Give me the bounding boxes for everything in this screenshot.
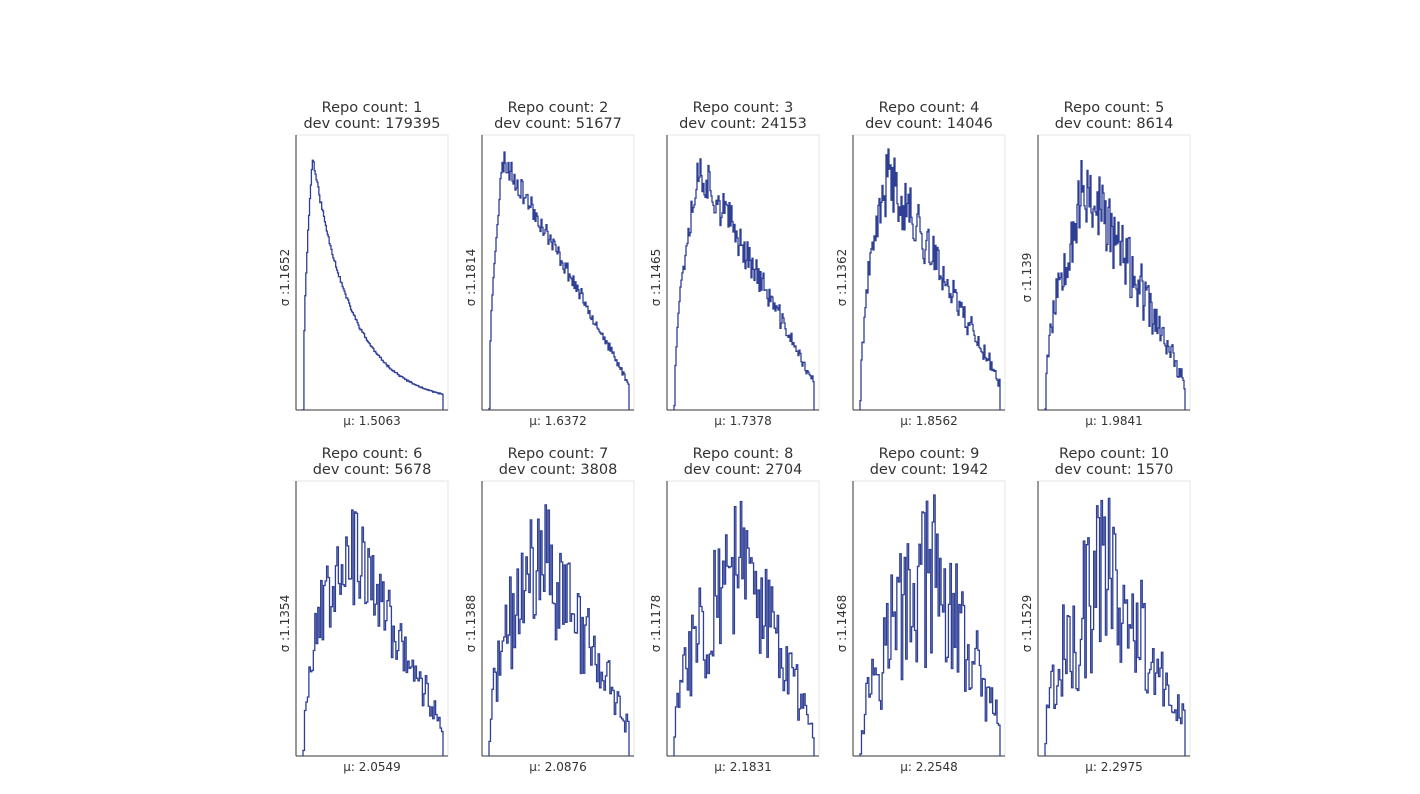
axes-frame [666, 134, 820, 411]
subplot-title-repo-count: Repo count: 9 [879, 446, 980, 462]
axes-frame [852, 480, 1006, 757]
y-axis-label-sigma: σ :1.1362 [835, 249, 849, 306]
axes-frame [852, 134, 1006, 411]
x-axis-label-mu: μ: 1.6372 [529, 414, 586, 428]
y-axis-label-sigma: σ :1.139 [1020, 253, 1034, 303]
subplot-title-dev-count: dev count: 1942 [870, 462, 989, 478]
subplot-title-repo-count: Repo count: 6 [322, 446, 423, 462]
subplot-title-dev-count: dev count: 3808 [499, 462, 618, 478]
histogram-series-line [673, 158, 815, 410]
subplot-title-dev-count: dev count: 14046 [865, 116, 993, 132]
y-axis-label-sigma: σ :1.1354 [278, 595, 292, 652]
y-axis-label-sigma: σ :1.1468 [835, 595, 849, 652]
subplot-title-repo-count: Repo count: 10 [1059, 446, 1169, 462]
axes-frame [295, 134, 449, 411]
x-axis-label-mu: μ: 2.2975 [1085, 760, 1142, 774]
x-axis-label-mu: μ: 2.0549 [343, 760, 400, 774]
histogram-series-line [1044, 159, 1186, 410]
axes-frame [666, 480, 820, 757]
subplot-title-dev-count: dev count: 8614 [1055, 116, 1174, 132]
subplot-title-repo-count: Repo count: 5 [1064, 100, 1165, 116]
y-axis-label-sigma: σ :1.1529 [1020, 595, 1034, 652]
subplot-title-repo-count: Repo count: 8 [693, 446, 794, 462]
y-axis-label-sigma: σ :1.1814 [464, 249, 478, 306]
axes-frame [481, 134, 635, 411]
histogram-series-line [302, 509, 444, 756]
x-axis-label-mu: μ: 1.5063 [343, 414, 400, 428]
subplot-title-repo-count: Repo count: 7 [508, 446, 609, 462]
x-axis-label-mu: μ: 2.1831 [714, 760, 771, 774]
subplot-title-repo-count: Repo count: 1 [322, 100, 423, 116]
subplot-title-dev-count: dev count: 24153 [679, 116, 807, 132]
y-axis-label-sigma: σ :1.1178 [649, 595, 663, 652]
histogram-series-line [1044, 497, 1186, 756]
x-axis-label-mu: μ: 2.0876 [529, 760, 586, 774]
subplot-title-dev-count: dev count: 51677 [494, 116, 622, 132]
y-axis-label-sigma: σ :1.1388 [464, 595, 478, 652]
y-axis-label-sigma: σ :1.1465 [649, 249, 663, 306]
histogram-series-line [673, 500, 815, 756]
subplot-title-dev-count: dev count: 179395 [303, 116, 440, 132]
histogram-series-line [302, 159, 444, 411]
subplot-title-dev-count: dev count: 5678 [313, 462, 432, 478]
subplot-title-dev-count: dev count: 2704 [684, 462, 803, 478]
histogram-series-line [859, 148, 1001, 410]
x-axis-label-mu: μ: 2.2548 [900, 760, 957, 774]
x-axis-label-mu: μ: 1.9841 [1085, 414, 1142, 428]
x-axis-label-mu: μ: 1.8562 [900, 414, 957, 428]
histogram-series-line [859, 494, 1001, 756]
subplot-title-repo-count: Repo count: 3 [693, 100, 794, 116]
histogram-series-line [488, 151, 630, 410]
axes-frame [1037, 480, 1191, 757]
y-axis-label-sigma: σ :1.1652 [278, 249, 292, 306]
histogram-series-line [488, 504, 630, 756]
x-axis-label-mu: μ: 1.7378 [714, 414, 771, 428]
subplot-title-dev-count: dev count: 1570 [1055, 462, 1174, 478]
subplot-title-repo-count: Repo count: 2 [508, 100, 609, 116]
subplot-title-repo-count: Repo count: 4 [879, 100, 980, 116]
